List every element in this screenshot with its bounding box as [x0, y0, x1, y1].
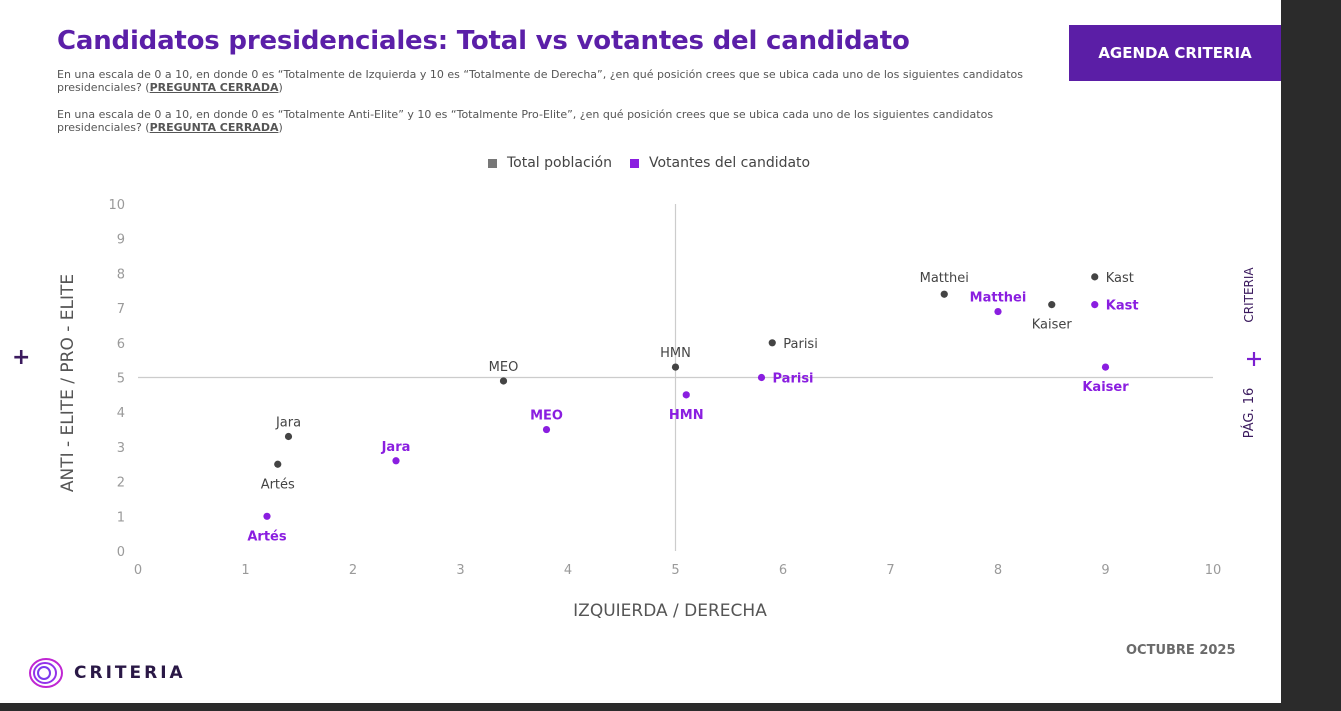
point-total-kaiser [1048, 301, 1056, 309]
point-label-voters: Artés [247, 529, 287, 544]
agenda-criteria-badge[interactable]: AGENDA CRITERIA [1069, 25, 1281, 81]
y-axis-label: ANTI - ELITE / PRO - ELITE [58, 274, 78, 492]
point-voters-kast [1091, 301, 1099, 309]
point-voters-hmn [682, 391, 690, 399]
point-label-total: Artés [261, 477, 295, 492]
point-label-voters: Matthei [970, 291, 1027, 306]
point-total-parisi [768, 339, 776, 347]
closed-question-tag: PREGUNTA CERRADA [149, 121, 279, 134]
x-tick-label: 3 [456, 563, 464, 578]
side-page-marker: CRITERIA PÁG. 16 [1241, 267, 1261, 439]
page-title: Candidatos presidenciales: Total vs vota… [57, 26, 910, 56]
point-voters-kaiser [1101, 363, 1110, 371]
y-tick-label: 8 [117, 267, 125, 282]
side-brand-text: CRITERIA [1242, 267, 1256, 323]
point-total-matthei [940, 290, 948, 298]
point-label-voters: Kaiser [1082, 380, 1129, 395]
x-tick-label: 4 [564, 563, 572, 578]
question-text: En una escala de 0 a 10, en donde 0 es “… [57, 68, 1023, 94]
legend-item-voters: Votantes del candidato [629, 155, 811, 171]
y-tick-label: 0 [117, 545, 125, 560]
y-tick-label: 9 [117, 233, 125, 248]
close-paren: ) [278, 121, 283, 134]
point-label-voters: Kast [1106, 299, 1139, 314]
point-voters-matthei [994, 307, 1002, 316]
point-label-total: Jara [275, 415, 301, 430]
closed-question-tag: PREGUNTA CERRADA [149, 81, 279, 94]
x-tick-label: 7 [886, 563, 894, 578]
question-left-right: En una escala de 0 a 10, en donde 0 es “… [57, 68, 1057, 94]
point-label-total: HMN [660, 346, 691, 361]
y-tick-label: 1 [117, 510, 125, 525]
point-voters-parisi [757, 373, 766, 382]
point-label-voters: HMN [669, 408, 704, 423]
scatter-chart: 0 1 2 3 4 5 6 7 8 9 10 0 1 2 3 4 5 6 7 8 9 10 IZQUIERDA / DERE… [58, 198, 1222, 621]
y-tick-label: 6 [117, 337, 125, 352]
y-tick-label: 5 [117, 372, 125, 387]
x-tick-label: 6 [779, 563, 787, 578]
legend-label-total: Total población [507, 155, 612, 171]
y-tick-label: 7 [117, 302, 125, 317]
x-tick-label: 9 [1101, 563, 1109, 578]
window-background [1281, 0, 1341, 711]
report-date: OCTUBRE 2025 [1126, 643, 1236, 658]
point-total-hmn [671, 363, 680, 371]
point-label-total: Kaiser [1032, 318, 1073, 333]
x-axis-label: IZQUIERDA / DERECHA [573, 601, 767, 621]
x-tick-label: 8 [994, 563, 1002, 578]
x-tick-label: 5 [671, 563, 679, 578]
point-total-meo [499, 377, 508, 385]
point-label-total: Parisi [783, 337, 818, 352]
criteria-logo[interactable]: CRITERIA [28, 657, 186, 689]
question-elite: En una escala de 0 a 10, en donde 0 es “… [57, 108, 1057, 134]
point-label-voters: Parisi [773, 372, 814, 387]
y-tick-label: 3 [117, 441, 125, 456]
y-tick-label: 2 [117, 476, 125, 491]
y-tick-label: 4 [117, 406, 125, 421]
page-number: PÁG. 16 [1241, 388, 1257, 439]
x-tick-label: 2 [349, 563, 357, 578]
legend-label-voters: Votantes del candidato [648, 155, 811, 171]
y-tick-label: 10 [108, 198, 125, 213]
point-total-artés [274, 460, 282, 468]
plus-icon [1247, 352, 1261, 366]
point-label-voters: MEO [530, 409, 563, 424]
question-text: En una escala de 0 a 10, en donde 0 es “… [57, 108, 994, 134]
legend-square-icon [629, 158, 639, 168]
criteria-logo-icon [29, 658, 63, 688]
point-total-jara [284, 432, 293, 441]
logo-text: CRITERIA [74, 663, 186, 683]
point-voters-jara [392, 457, 400, 465]
close-paren: ) [278, 81, 283, 94]
legend-square-icon [488, 158, 497, 168]
point-voters-meo [542, 425, 551, 434]
point-label-total: Kast [1106, 271, 1134, 286]
point-voters-artés [263, 512, 271, 520]
point-total-kast [1091, 273, 1099, 281]
plus-icon: + [12, 345, 31, 370]
chart-legend: Total población Votantes del candidato [488, 155, 828, 171]
legend-item-total: Total población [488, 155, 612, 171]
x-tick-label: 0 [134, 563, 142, 578]
point-label-voters: Jara [381, 440, 411, 455]
x-tick-label: 10 [1205, 563, 1222, 578]
slide: Candidatos presidenciales: Total vs vota… [0, 0, 1281, 703]
point-label-total: Matthei [920, 271, 969, 286]
x-tick-label: 1 [241, 563, 249, 578]
point-label-total: MEO [489, 360, 519, 375]
